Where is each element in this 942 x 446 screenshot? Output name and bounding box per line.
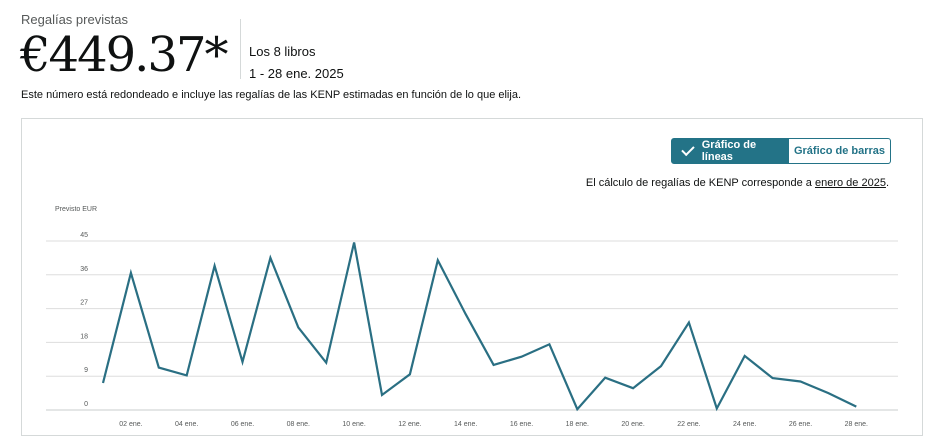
data-point[interactable]	[629, 384, 637, 392]
data-point[interactable]	[266, 254, 274, 262]
data-point[interactable]	[183, 371, 191, 379]
data-point[interactable]	[155, 364, 163, 372]
data-point[interactable]	[685, 318, 693, 326]
data-point[interactable]	[294, 323, 302, 331]
x-tick-label: 12 ene.	[398, 421, 421, 428]
x-tick-label: 06 ene.	[231, 421, 254, 428]
x-tick-label: 22 ene.	[677, 421, 700, 428]
kenp-note: El cálculo de regalías de KENP correspon…	[586, 177, 889, 189]
y-tick-label: 18	[80, 333, 88, 340]
data-point[interactable]	[378, 391, 386, 399]
estimated-royalties-label: Regalías previstas	[21, 12, 128, 27]
x-tick-label: 14 ene.	[454, 421, 477, 428]
data-point[interactable]	[99, 379, 107, 387]
data-point[interactable]	[545, 340, 553, 348]
y-tick-label: 9	[84, 367, 88, 374]
checkmark-icon	[681, 142, 695, 157]
bar-chart-button[interactable]: Gráfico de barras	[789, 138, 891, 164]
data-point[interactable]	[824, 389, 832, 397]
data-point[interactable]	[239, 358, 247, 366]
x-tick-label: 02 ene.	[119, 421, 142, 428]
data-point[interactable]	[434, 256, 442, 264]
kenp-note-suffix: .	[885, 177, 889, 189]
x-tick-label: 10 ene.	[342, 421, 365, 428]
line-chart-button[interactable]: Gráfico de líneas	[671, 138, 789, 164]
royalties-amount: €449.37*	[20, 27, 228, 83]
x-axis-ticks: 02 ene. 04 ene. 06 ene. 08 ene. 10 ene. 12 en…	[119, 421, 868, 428]
header-divider	[240, 19, 241, 79]
line-chart-button-label: Gráfico de líneas	[701, 139, 757, 163]
data-point[interactable]	[211, 262, 219, 270]
series-layer	[99, 239, 860, 413]
x-tick-label: 26 ene.	[789, 421, 812, 428]
y-tick-label: 36	[80, 266, 88, 273]
data-point[interactable]	[573, 405, 581, 413]
x-tick-label: 04 ene.	[175, 421, 198, 428]
data-point[interactable]	[127, 269, 135, 277]
royalties-header: Regalías previstas €449.37* Los 8 libros…	[20, 10, 921, 90]
data-point[interactable]	[852, 403, 860, 411]
data-point[interactable]	[713, 404, 721, 412]
y-tick-label: 45	[80, 232, 88, 239]
x-tick-label: 20 ene.	[621, 421, 644, 428]
kenp-month-link[interactable]: enero de 2025	[814, 177, 886, 189]
y-axis-ticks: 0 9 18 27 36 45	[80, 232, 88, 408]
data-point[interactable]	[741, 352, 749, 360]
data-point[interactable]	[518, 353, 526, 361]
y-tick-label: 27	[80, 300, 88, 307]
x-tick-label: 16 ene.	[510, 421, 533, 428]
data-point[interactable]	[462, 310, 470, 318]
bar-chart-button-label: Gráfico de barras	[793, 145, 886, 157]
chart-type-toggle: Gráfico de líneas Gráfico de barras	[671, 138, 891, 164]
data-point[interactable]	[769, 374, 777, 382]
data-point[interactable]	[406, 370, 414, 378]
data-point[interactable]	[350, 239, 358, 247]
x-tick-label: 08 ene.	[287, 421, 310, 428]
royalties-series-line	[101, 242, 857, 412]
data-point[interactable]	[657, 362, 665, 370]
x-tick-label: 18 ene.	[566, 421, 589, 428]
books-count: Los 8 libros	[249, 44, 316, 59]
data-point[interactable]	[797, 377, 805, 385]
x-tick-label: 28 ene.	[845, 421, 868, 428]
x-tick-label: 24 ene.	[733, 421, 756, 428]
grid-lines	[46, 240, 898, 411]
date-range: 1 - 28 ene. 2025	[249, 66, 344, 81]
y-tick-label: 0	[84, 401, 88, 408]
rounding-note: Este número está redondeado e incluye la…	[21, 89, 521, 101]
chart-panel: 0 9 18 27 36 45 02 ene. 04 ene. 06 ene. 08 ene. 1…	[21, 118, 923, 436]
kenp-note-text: El cálculo de regalías de KENP correspon…	[585, 177, 815, 189]
data-point[interactable]	[601, 374, 609, 382]
y-axis-label: Previsto EUR	[55, 206, 97, 213]
data-point[interactable]	[322, 359, 330, 367]
data-point[interactable]	[490, 361, 498, 369]
royalties-line-chart: 0 9 18 27 36 45 02 ene. 04 ene. 06 ene. 08 ene. 1…	[46, 206, 898, 428]
